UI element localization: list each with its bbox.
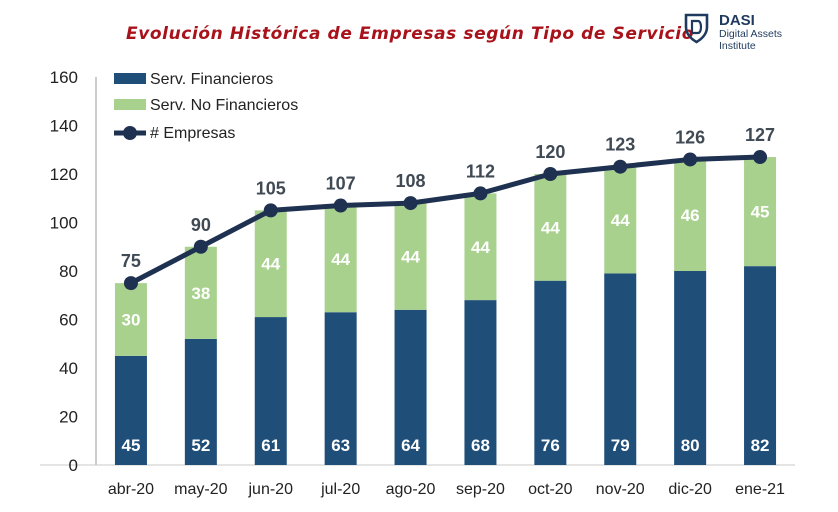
data-label-no-financieros: 46	[681, 206, 700, 225]
y-tick-label: 80	[59, 262, 78, 281]
legend-swatch-no-financieros	[114, 99, 146, 110]
point-empresas	[613, 159, 628, 174]
data-label-no-financieros: 30	[121, 311, 140, 330]
bar-no-financieros	[744, 157, 777, 267]
point-empresas	[403, 196, 418, 211]
y-tick-label: 160	[50, 68, 78, 87]
data-label-no-financieros: 44	[401, 247, 420, 266]
x-tick-label: jul-20	[320, 481, 360, 498]
bar-no-financieros	[114, 283, 147, 356]
x-tick-label: oct-20	[528, 481, 573, 498]
y-tick-label: 0	[69, 456, 78, 475]
dasi-shield-icon	[684, 13, 709, 44]
legend-swatch-empresas-marker	[123, 126, 137, 140]
x-tick-label: nov-20	[596, 481, 645, 498]
bar-no-financieros	[324, 205, 357, 313]
data-label-empresas: 123	[605, 135, 635, 155]
data-label-empresas: 112	[466, 161, 495, 181]
legend-label-empresas: # Empresas	[150, 125, 235, 142]
line-empresas	[129, 154, 761, 286]
data-label-financieros: 68	[471, 436, 490, 455]
data-label-financieros: 79	[611, 436, 630, 455]
bar-financieros	[604, 273, 637, 465]
bar-financieros	[534, 280, 567, 465]
bar-financieros	[114, 355, 147, 465]
bar-financieros	[254, 317, 287, 465]
chart-title: Evolución Histórica de Empresas según Ti…	[125, 24, 695, 44]
x-tick-label: dic-20	[668, 481, 712, 498]
data-label-financieros: 76	[541, 436, 560, 455]
dasi-logo: DASI Digital Assets Institute	[683, 12, 823, 52]
x-tick-label: abr-20	[108, 481, 154, 498]
data-label-empresas: 120	[535, 142, 565, 162]
bar-financieros	[324, 312, 357, 465]
bar-no-financieros	[254, 210, 287, 318]
data-label-financieros: 52	[191, 436, 210, 455]
bar-financieros	[464, 300, 497, 465]
data-label-financieros: 61	[261, 436, 280, 455]
legend-swatch-financieros	[114, 73, 146, 84]
bar-no-financieros	[184, 246, 217, 339]
data-label-no-financieros: 44	[541, 218, 560, 237]
data-label-financieros: 45	[121, 436, 140, 455]
y-tick-label: 40	[59, 359, 78, 378]
point-empresas	[333, 198, 348, 213]
y-tick-label: 20	[59, 408, 78, 427]
data-label-empresas: 126	[675, 127, 705, 147]
y-tick-label: 100	[50, 214, 78, 233]
data-label-empresas: 90	[191, 215, 211, 235]
bar-no-financieros	[394, 203, 427, 310]
bar-financieros	[394, 309, 427, 465]
data-label-financieros: 63	[331, 436, 350, 455]
logo-line2: Institute	[719, 39, 756, 52]
x-tick-label: may-20	[174, 481, 227, 498]
bar-financieros	[744, 266, 777, 465]
bar-no-financieros	[534, 174, 567, 281]
data-label-no-financieros: 44	[471, 238, 490, 257]
x-tick-label: sep-20	[456, 481, 505, 498]
data-label-financieros: 82	[751, 436, 770, 455]
data-label-empresas: 127	[745, 125, 775, 145]
data-label-no-financieros: 45	[751, 203, 770, 222]
point-empresas	[123, 276, 138, 291]
logo-line1: Digital Assets	[719, 28, 783, 40]
bar-no-financieros	[464, 193, 497, 301]
x-tick-label: jun-20	[248, 481, 294, 498]
y-tick-label: 140	[50, 117, 78, 136]
point-empresas	[263, 203, 278, 218]
logo-brand: DASI	[719, 12, 755, 29]
bar-financieros	[184, 338, 217, 465]
point-empresas	[543, 167, 558, 181]
bar-no-financieros	[674, 159, 707, 271]
data-label-financieros: 64	[401, 436, 420, 455]
legend-label-no-financieros: Serv. No Financieros	[150, 97, 298, 114]
data-label-empresas: 105	[256, 178, 286, 198]
point-empresas	[193, 239, 208, 254]
data-label-no-financieros: 38	[191, 284, 210, 303]
data-label-empresas: 108	[396, 171, 426, 191]
bar-financieros	[674, 271, 707, 465]
data-label-financieros: 80	[681, 436, 700, 455]
x-tick-label: ene-21	[735, 481, 785, 498]
x-tick-label: ago-20	[386, 481, 436, 498]
data-label-empresas: 107	[326, 174, 356, 194]
data-label-no-financieros: 44	[331, 250, 350, 269]
point-empresas	[683, 152, 698, 167]
legend-label-financieros: Serv. Financieros	[150, 71, 273, 88]
y-tick-label: 120	[50, 165, 78, 184]
bar-no-financieros	[604, 166, 637, 274]
point-empresas	[473, 186, 488, 201]
data-label-empresas: 75	[121, 251, 141, 271]
point-empresas	[753, 150, 768, 165]
data-label-no-financieros: 44	[261, 255, 280, 274]
data-label-no-financieros: 44	[611, 211, 630, 230]
y-tick-label: 60	[59, 311, 78, 330]
